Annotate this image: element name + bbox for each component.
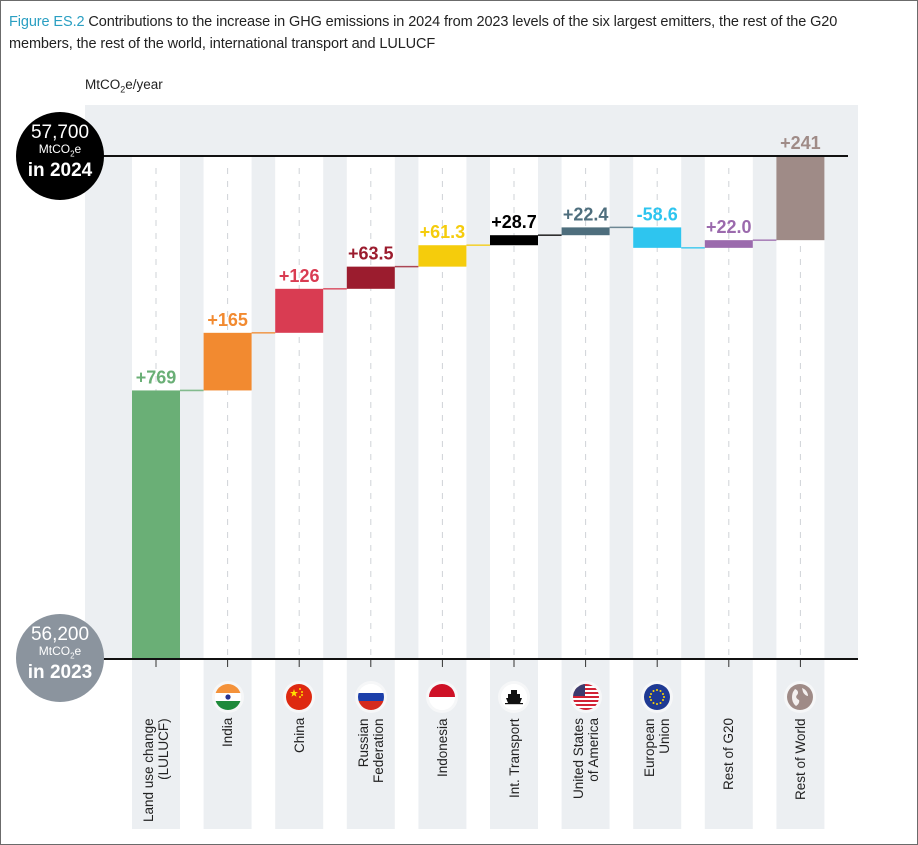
category-label-line: (LULUCF) bbox=[156, 718, 171, 780]
start-total-year: in 2023 bbox=[27, 662, 93, 684]
value-label: +63.5 bbox=[348, 244, 394, 264]
ship-icon bbox=[501, 684, 527, 710]
value-label: +28.7 bbox=[491, 212, 537, 232]
category-label: Rest of G20 bbox=[721, 718, 736, 790]
category-label-line: Union bbox=[657, 718, 673, 754]
category-label-line: Rest of World bbox=[792, 718, 808, 800]
category-label: India bbox=[220, 718, 235, 747]
bar-8 bbox=[633, 227, 682, 248]
india-flag-icon bbox=[214, 684, 241, 710]
end-total-year: in 2024 bbox=[27, 160, 93, 182]
category-label-line: of America bbox=[585, 717, 601, 782]
start-total-badge: 56,200 MtCO2e in 2023 bbox=[16, 614, 104, 702]
figure-label: Figure ES.2 bbox=[9, 14, 85, 30]
category-label: Int. Transport bbox=[507, 718, 522, 798]
end-total-unit: MtCO2e bbox=[38, 142, 82, 159]
category-label-line: Russian bbox=[355, 718, 371, 768]
end-total-value: 57,700 bbox=[30, 122, 90, 143]
unit-sub: 2 bbox=[120, 84, 126, 95]
y-axis-unit-label: MtCO2e/year bbox=[85, 77, 163, 95]
bar-5 bbox=[418, 245, 467, 267]
value-label: +22.0 bbox=[706, 217, 752, 237]
figure-caption: Contributions to the increase in GHG emi… bbox=[9, 14, 838, 52]
category-label-line: India bbox=[220, 717, 236, 747]
category-label: European Union bbox=[642, 718, 672, 777]
category-label-line: Land use change bbox=[141, 718, 156, 822]
category-label: Land use change (LULUCF) bbox=[141, 718, 171, 822]
value-label: +22.4 bbox=[563, 204, 609, 224]
bar-9 bbox=[704, 240, 753, 248]
unit-suffix: e/year bbox=[125, 77, 163, 92]
start-total-unit: MtCO2e bbox=[38, 644, 82, 661]
bar-1 bbox=[132, 390, 180, 659]
category-label-line: Rest of G20 bbox=[721, 717, 737, 790]
bar-10 bbox=[776, 156, 825, 241]
start-total-value: 56,200 bbox=[30, 624, 90, 645]
usa-flag-icon bbox=[572, 684, 599, 710]
figure-title: Figure ES.2 Contributions to the increas… bbox=[9, 11, 904, 55]
category-label: Rest of World bbox=[793, 718, 808, 800]
category-label-line: Int. Transport bbox=[506, 718, 522, 798]
value-label: +241 bbox=[780, 133, 821, 153]
value-label: +126 bbox=[279, 266, 320, 286]
globe-icon bbox=[787, 684, 814, 710]
unit-prefix: MtCO bbox=[85, 77, 121, 92]
category-label-line: China bbox=[291, 717, 307, 753]
bar-4 bbox=[346, 266, 395, 289]
china-flag-icon bbox=[286, 684, 313, 710]
category-label: China bbox=[292, 718, 307, 753]
category-label: United States of America bbox=[571, 718, 601, 799]
value-label: +165 bbox=[207, 310, 248, 330]
category-label: Russian Federation bbox=[356, 718, 386, 783]
indonesia-flag-icon bbox=[429, 684, 456, 710]
bar-3 bbox=[275, 288, 324, 333]
end-total-badge: 57,700 MtCO2e in 2024 bbox=[16, 112, 104, 200]
category-label-line: Federation bbox=[370, 718, 386, 783]
bar-2 bbox=[203, 332, 252, 391]
label-tile bbox=[132, 659, 180, 829]
category-label-line: United States bbox=[570, 717, 586, 799]
category-label-line: Indonesia bbox=[434, 718, 450, 777]
eu-flag-icon bbox=[644, 684, 671, 710]
label-tile bbox=[704, 659, 753, 829]
value-label: +61.3 bbox=[420, 222, 466, 242]
value-label: +769 bbox=[136, 367, 177, 387]
bar-6 bbox=[490, 235, 538, 246]
category-label: Indonesia bbox=[435, 718, 450, 777]
bar-7 bbox=[561, 227, 610, 236]
category-label-line: European bbox=[642, 718, 658, 777]
value-label: -58.6 bbox=[637, 204, 678, 224]
russia-flag-icon bbox=[357, 684, 384, 710]
